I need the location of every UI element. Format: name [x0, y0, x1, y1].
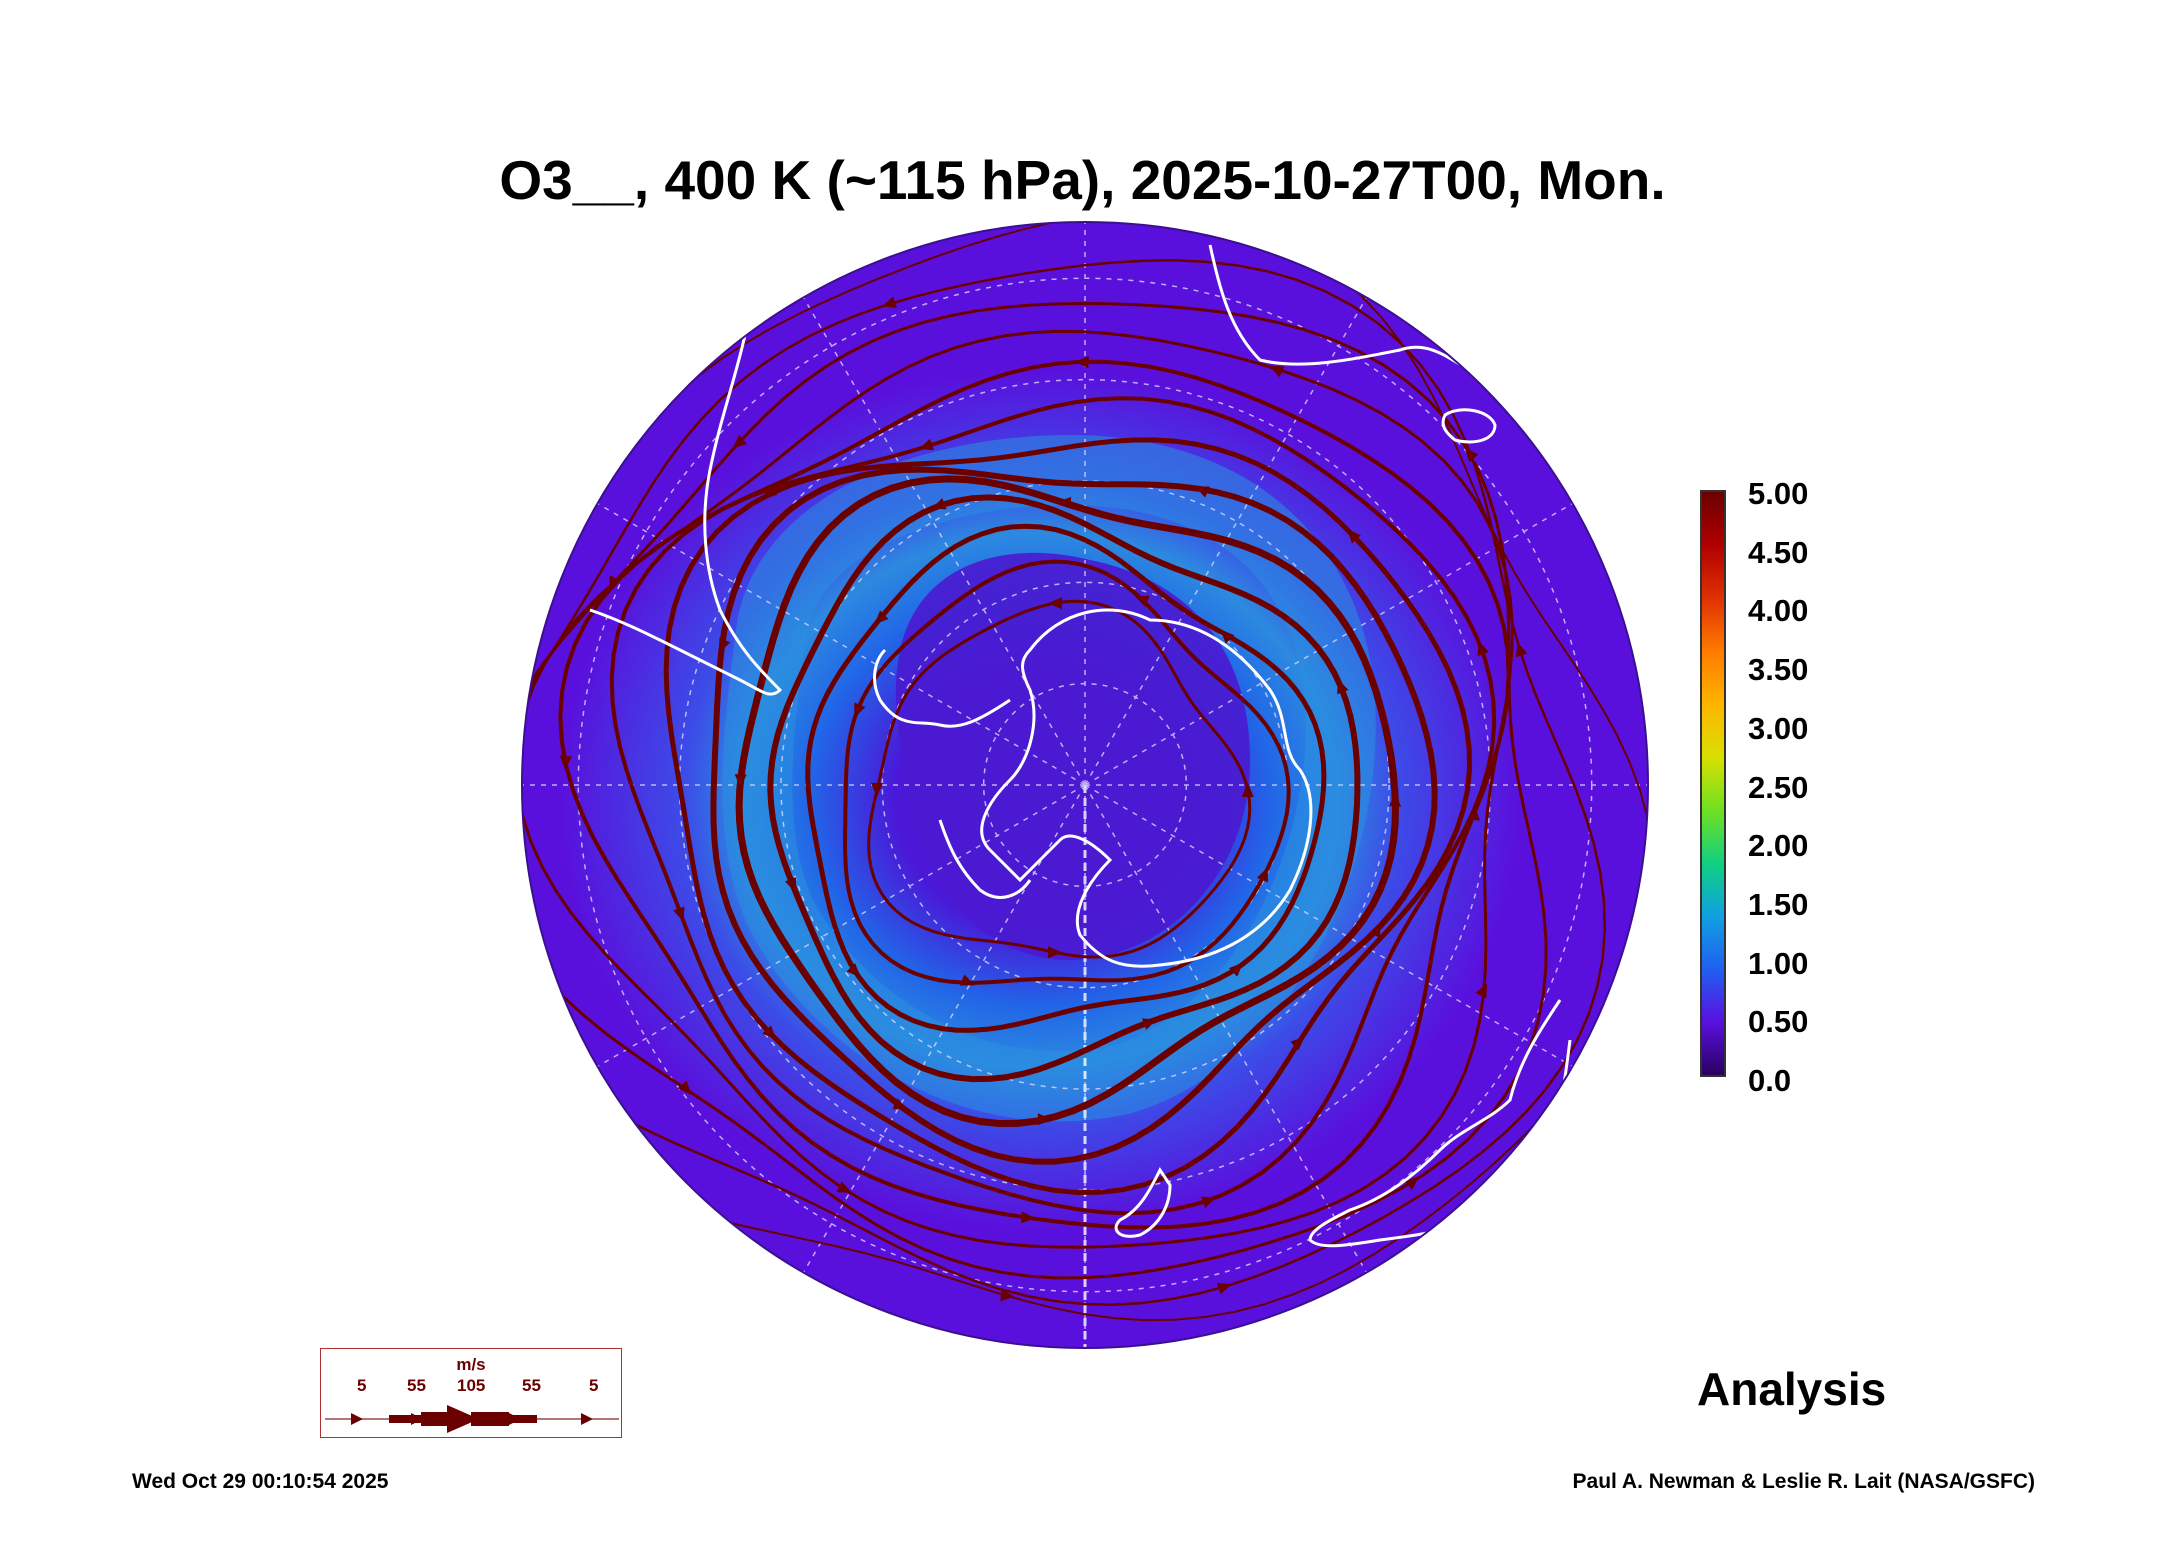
polar-vortex-core [895, 552, 1250, 960]
streamline-arrow [1475, 983, 1488, 999]
streamline-arrow [1389, 792, 1402, 807]
ozone-band-light [722, 434, 1376, 1122]
wind-speed-legend: m/s 5 55 105 55 5 [320, 1348, 622, 1438]
colorbar-tick-label: 0.50 [1748, 1004, 1809, 1040]
streamline-arrow [1021, 1211, 1036, 1224]
streamline-arrow [1220, 629, 1235, 644]
streamline [710, 466, 1438, 1165]
streamline-arrow [1216, 1282, 1232, 1295]
streamline-arrow [1101, 207, 1116, 220]
colorbar-tick-label: 2.50 [1748, 769, 1809, 805]
streamline-arrow [1241, 783, 1254, 797]
colorbar [1700, 490, 1726, 1077]
madagascar [1441, 408, 1497, 444]
streamline-arrow [1074, 356, 1089, 369]
streamline-arrow [1141, 1018, 1158, 1030]
streamline-arrow [732, 434, 747, 449]
legend-value: 55 [522, 1376, 541, 1395]
streamline-arrow [1468, 806, 1480, 821]
streamline-arrow [846, 963, 861, 978]
colorbar-tick-label: 0.0 [1748, 1063, 1792, 1098]
streamline-arrow [1369, 922, 1381, 938]
timestamp: Wed Oct 29 00:10:54 2025 [132, 1470, 389, 1493]
chart-title: O3__, 400 K (~115 hPa), 2025-10-27T00, M… [499, 149, 1666, 211]
streamline [735, 475, 1400, 1128]
streamline-arrow [1134, 595, 1150, 607]
streamline-arrow [762, 485, 778, 500]
colorbar-tick-label: 1.00 [1748, 945, 1809, 981]
streamline [558, 359, 1511, 1230]
streamline [522, 329, 1514, 1249]
streamline [767, 494, 1361, 1083]
streamline-arrow [836, 1181, 852, 1194]
legend-value: 105 [457, 1376, 486, 1395]
streamline-arrow [1645, 832, 1648, 847]
streamline-arrow [892, 1098, 908, 1110]
colorbar-tick-label: 1.50 [1748, 886, 1809, 922]
streamline-arrow [881, 296, 897, 308]
streamline-arrow [718, 637, 731, 653]
streamline [805, 523, 1327, 1033]
new-zealand [1114, 1167, 1172, 1238]
streamline-arrow [1048, 597, 1062, 610]
streamline-arrow [784, 877, 797, 893]
streamline-arrow [931, 498, 947, 510]
credit: Paul A. Newman & Leslie R. Lait (NASA/GS… [1572, 1470, 2035, 1493]
streamline [522, 259, 1607, 1306]
streamline-arrow [918, 438, 935, 451]
streamline-arrow [734, 774, 747, 789]
legend-value: 55 [407, 1376, 426, 1395]
antarctica-coast [980, 608, 1313, 968]
streamline-arrow [469, 957, 485, 974]
streamline [842, 559, 1291, 985]
streamline-arrow [1256, 867, 1268, 883]
analysis-label: Analysis [1697, 1363, 1887, 1415]
streamline-arrow [1194, 486, 1211, 498]
streamline-arrow [1000, 1289, 1015, 1302]
streamline-arrow [677, 1080, 692, 1095]
streamline-arrow [1201, 1196, 1217, 1208]
legend-unit: m/s [456, 1355, 486, 1374]
streamline-arrow [874, 610, 889, 625]
colorbar-tick-label: 3.00 [1748, 710, 1809, 746]
legend-value: 5 [357, 1376, 367, 1395]
streamline-arrow [673, 906, 685, 922]
streamline-arrow [1515, 642, 1528, 658]
streamline [663, 437, 1473, 1196]
globe-outline [521, 221, 1649, 1349]
streamline-arrow [496, 737, 509, 752]
colorbar-tick-label: 4.50 [1748, 534, 1809, 570]
streamline-arrow [854, 702, 866, 718]
colorbar-tick-label: 2.00 [1748, 828, 1809, 864]
legend-value: 5 [589, 1376, 599, 1395]
colorbar-tick-label: 3.50 [1748, 652, 1809, 688]
streamline-arrow [959, 974, 975, 986]
colorbar-tick-label: 4.00 [1748, 593, 1809, 629]
streamline-arrow [1346, 528, 1361, 544]
streamline-arrow [1048, 946, 1062, 959]
africa-coast [1208, 244, 1471, 372]
antarctic-peninsula [873, 648, 1011, 728]
streamline-arrow [1477, 640, 1489, 657]
legend-arrow-graphic [325, 1405, 619, 1433]
streamline-arrow [762, 1025, 777, 1040]
streamline-arrow [1037, 1113, 1052, 1126]
south-america-coast [589, 334, 783, 696]
streamline-arrow [871, 783, 883, 797]
streamline-arrow [1228, 962, 1244, 977]
streamline-arrow [1056, 496, 1072, 509]
peninsula-coast [938, 819, 1032, 899]
streamline-arrow [1404, 1176, 1419, 1191]
wind-streamlines [469, 207, 1648, 1322]
streamline-arrow [1337, 678, 1349, 695]
streamline-arrow [559, 755, 572, 770]
streamline-arrow [1269, 365, 1285, 378]
streamline-arrow [1290, 1036, 1305, 1051]
colorbar-tick-label: 5.00 [1748, 476, 1809, 511]
streamline [609, 396, 1497, 1216]
